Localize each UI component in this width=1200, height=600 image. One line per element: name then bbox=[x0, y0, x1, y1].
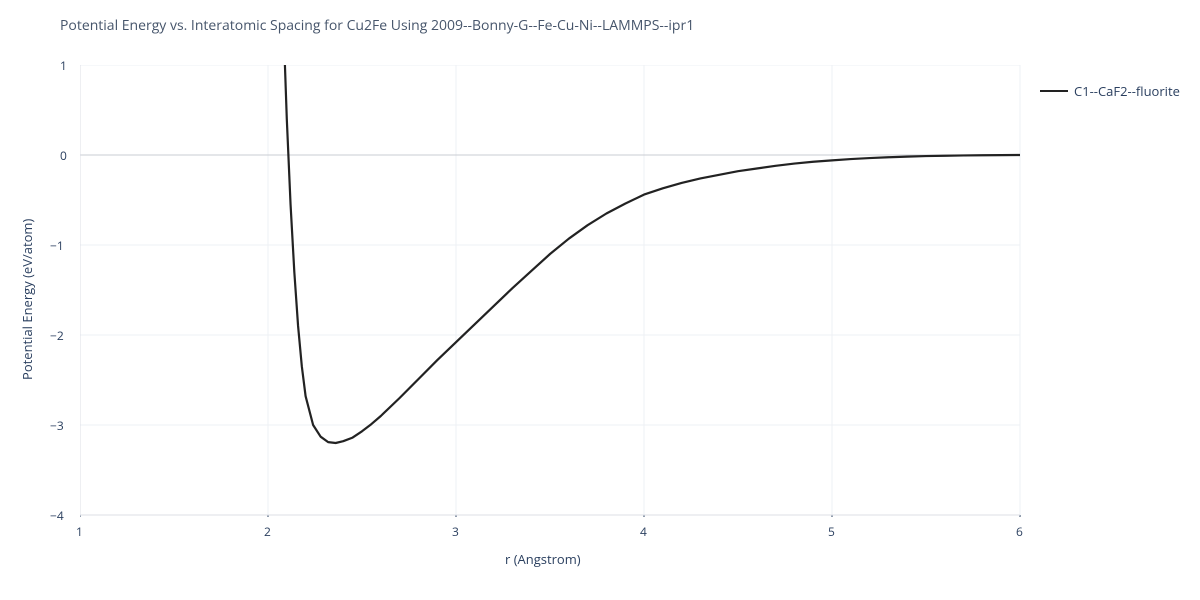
x-axis-label: r (Angstrom) bbox=[505, 550, 581, 568]
y-tick-label: 0 bbox=[60, 147, 67, 164]
x-tick-label: 1 bbox=[76, 523, 83, 540]
x-tick-label: 2 bbox=[264, 523, 271, 540]
y-tick-label: −2 bbox=[50, 327, 64, 344]
y-tick-label: −4 bbox=[50, 507, 64, 524]
legend-swatch bbox=[1040, 90, 1068, 92]
chart-container: Potential Energy vs. Interatomic Spacing… bbox=[0, 0, 1200, 600]
y-tick-label: −3 bbox=[50, 417, 64, 434]
x-tick-label: 4 bbox=[640, 523, 647, 540]
y-tick-label: −1 bbox=[50, 237, 64, 254]
x-tick-label: 5 bbox=[828, 523, 835, 540]
x-tick-label: 6 bbox=[1016, 523, 1023, 540]
legend-label: C1--CaF2--fluorite bbox=[1074, 82, 1180, 100]
chart-title: Potential Energy vs. Interatomic Spacing… bbox=[60, 16, 694, 35]
legend: C1--CaF2--fluorite bbox=[1040, 82, 1180, 100]
plot-area bbox=[80, 65, 1022, 517]
x-tick-label: 3 bbox=[452, 523, 459, 540]
y-axis-label: Potential Energy (eV/atom) bbox=[18, 219, 36, 380]
y-tick-label: 1 bbox=[60, 57, 67, 74]
